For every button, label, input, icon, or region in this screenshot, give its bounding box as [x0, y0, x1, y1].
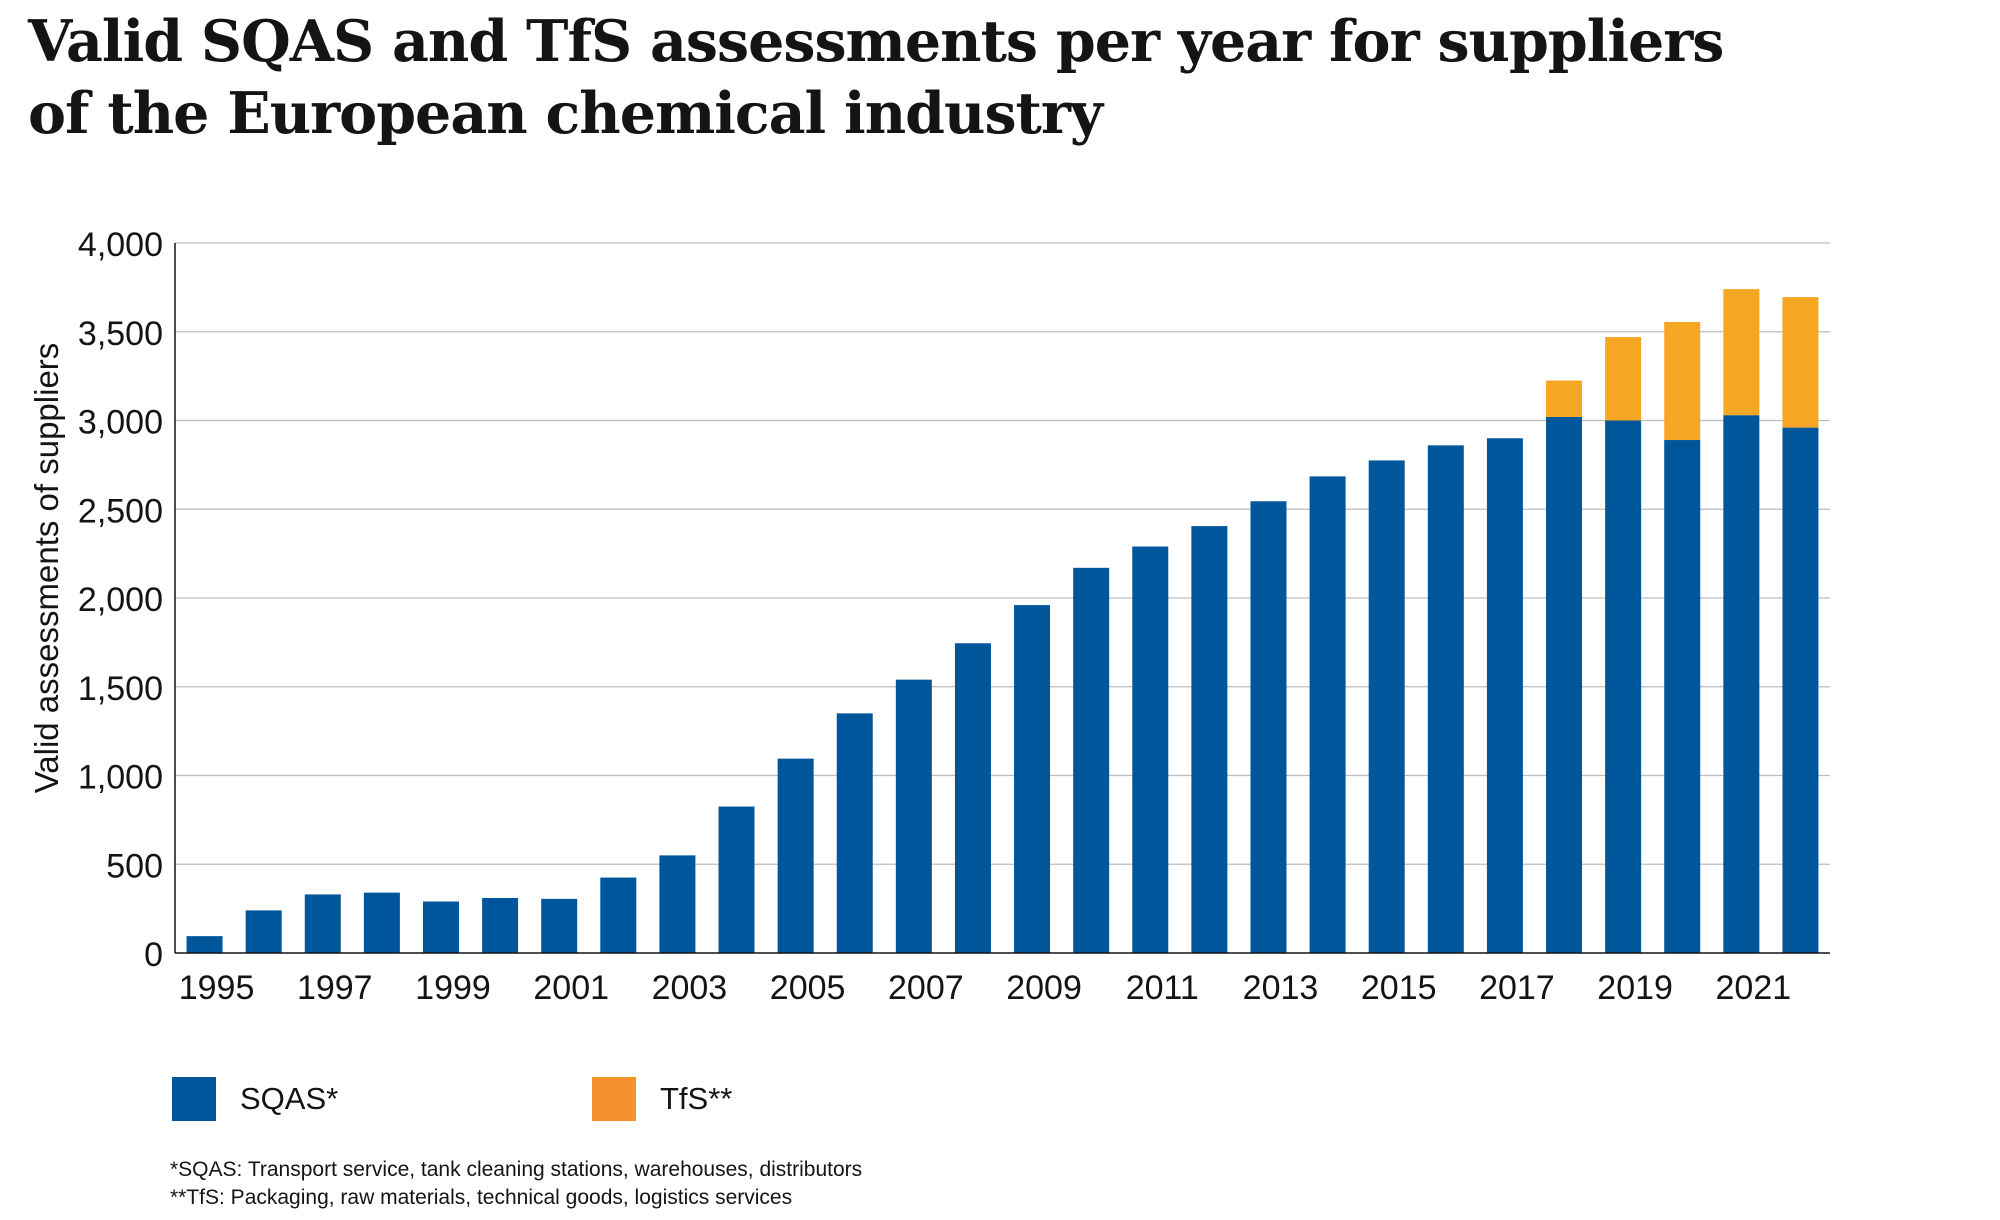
bar-sqas-2003	[659, 855, 696, 953]
y-tick-label: 500	[106, 847, 163, 885]
bar-sqas-1997	[304, 894, 341, 953]
bar-sqas-1995	[186, 936, 223, 953]
chart-title: Valid SQAS and TfS assessments per year …	[28, 6, 1928, 150]
footnote-tfs: **TfS: Packaging, raw materials, technic…	[170, 1186, 793, 1209]
bar-sqas-2002	[600, 877, 637, 953]
bar-sqas-2007	[895, 679, 932, 953]
y-tick-label: 2,000	[78, 581, 163, 619]
footnotes: *SQAS: Transport service, tank cleaning …	[170, 1156, 862, 1212]
x-tick-label: 1999	[415, 969, 491, 1007]
bar-sqas-2015	[1368, 460, 1405, 953]
y-tick-label: 4,000	[78, 226, 163, 264]
chart-title-line-1: Valid SQAS and TfS assessments per year …	[28, 8, 1724, 75]
y-tick-label: 1,000	[78, 759, 163, 797]
legend-swatch-tfs	[592, 1077, 636, 1121]
x-tick-label: 2005	[770, 969, 846, 1007]
bar-sqas-2017	[1486, 438, 1523, 953]
bar-sqas-2020	[1664, 440, 1701, 953]
bar-sqas-2016	[1427, 445, 1464, 953]
bar-sqas-2011	[1132, 546, 1169, 953]
bar-sqas-2008	[954, 643, 991, 953]
chart-title-line-2: of the European chemical industry	[28, 80, 1103, 147]
bar-sqas-2018	[1546, 416, 1583, 953]
x-tick-label: 2003	[652, 969, 728, 1007]
x-tick-label: 2009	[1006, 969, 1082, 1007]
bar-sqas-1996	[245, 910, 282, 953]
bar-sqas-2022	[1782, 427, 1819, 954]
y-tick-label: 3,000	[78, 404, 163, 442]
bar-tfs-2019	[1605, 337, 1642, 421]
bar-sqas-1998	[363, 892, 400, 953]
x-tick-label: 1995	[179, 969, 255, 1007]
bar-sqas-2014	[1309, 476, 1346, 953]
x-tick-label: 2021	[1716, 969, 1792, 1007]
bar-tfs-2020	[1664, 321, 1701, 441]
bar-sqas-2021	[1723, 415, 1760, 953]
x-tick-label: 2011	[1126, 969, 1199, 1007]
y-tick-label: 2,500	[78, 492, 163, 530]
bar-sqas-2001	[541, 898, 578, 953]
bar-sqas-2006	[836, 713, 873, 953]
legend-item-sqas: SQAS*	[172, 1076, 338, 1122]
bar-sqas-1999	[422, 901, 459, 953]
bar-sqas-2004	[718, 806, 755, 953]
bar-sqas-2010	[1073, 567, 1110, 953]
legend-label-tfs: TfS**	[660, 1081, 733, 1116]
y-tick-label: 3,500	[78, 315, 163, 353]
legend-label-sqas: SQAS*	[240, 1081, 339, 1116]
bar-sqas-2013	[1250, 501, 1287, 953]
x-tick-label: 1997	[297, 969, 373, 1007]
x-tick-label: 2019	[1597, 969, 1673, 1007]
x-tick-label: 2015	[1361, 969, 1437, 1007]
bar-sqas-2019	[1605, 420, 1642, 953]
y-tick-label: 1,500	[78, 670, 163, 708]
legend-swatch-sqas	[172, 1077, 216, 1121]
legend-item-tfs: TfS**	[592, 1076, 732, 1122]
bar-tfs-2022	[1782, 297, 1819, 428]
bar-sqas-2012	[1191, 526, 1228, 953]
bar-tfs-2018	[1546, 380, 1583, 417]
x-tick-label: 2001	[533, 969, 609, 1007]
x-tick-label: 2017	[1479, 969, 1555, 1007]
bar-chart: 0 500 1,000 1,500 2,000 2,500 3,000 3,500 4,000 1…	[28, 226, 1830, 1007]
bar-sqas-2009	[1014, 605, 1051, 953]
bar-tfs-2021	[1723, 289, 1760, 416]
y-tick-label: 0	[144, 936, 163, 974]
bar-sqas-2000	[482, 897, 519, 953]
bar-sqas-2005	[777, 758, 814, 953]
footnote-sqas: *SQAS: Transport service, tank cleaning …	[170, 1158, 863, 1181]
y-axis-title: Valid assessments of suppliers	[28, 343, 65, 794]
x-tick-label: 2007	[888, 969, 964, 1007]
x-tick-label: 2013	[1243, 969, 1319, 1007]
